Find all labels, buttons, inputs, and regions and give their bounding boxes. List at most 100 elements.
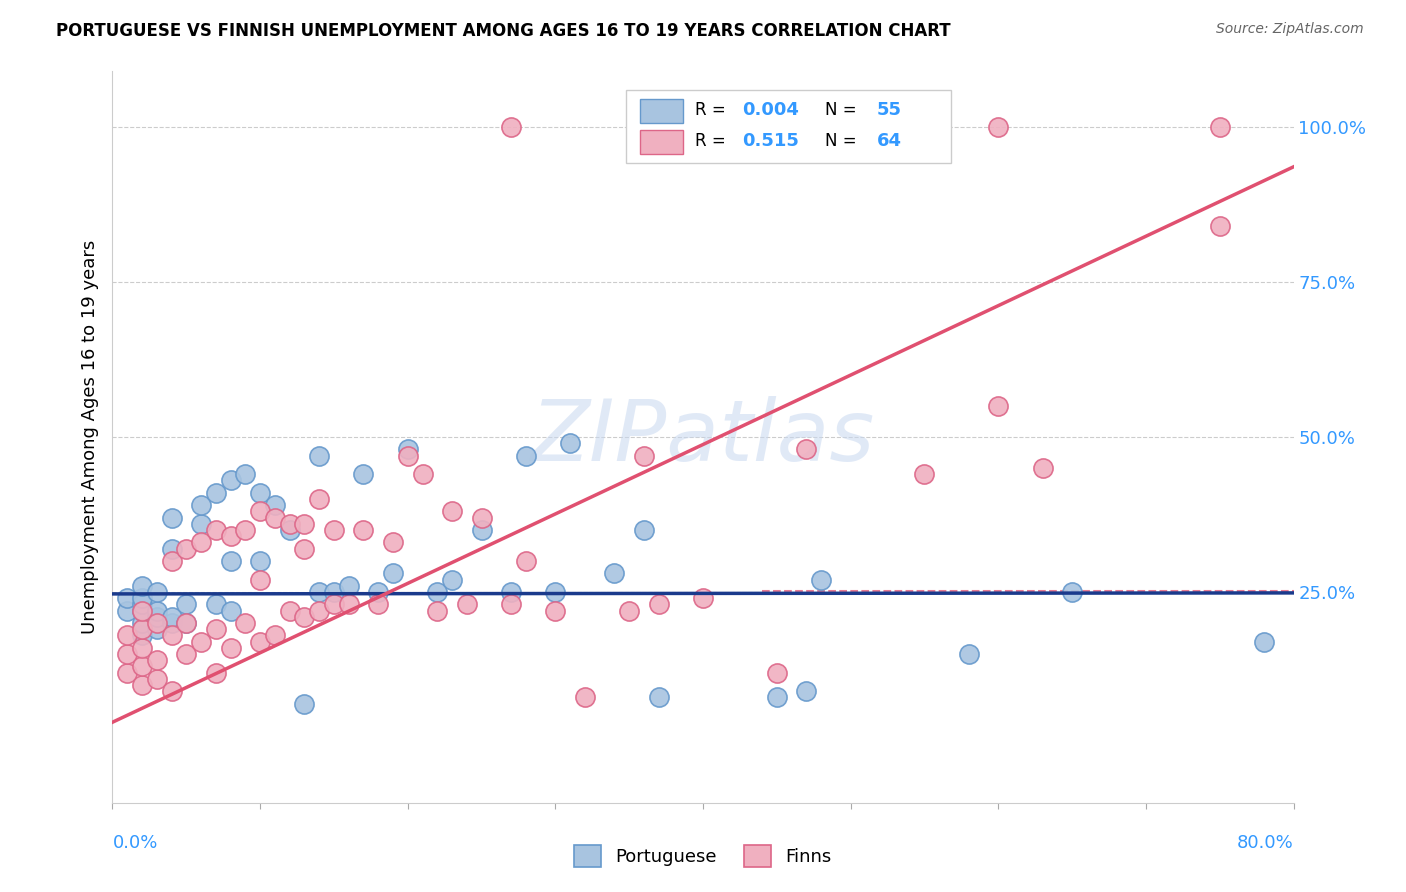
Point (352, 523, 374, 537)
Point (131, 678, 153, 692)
Point (146, 622, 169, 636)
Point (233, 615, 256, 630)
Point (131, 659, 153, 673)
Point (308, 585, 330, 599)
Point (264, 498, 287, 512)
Point (205, 486, 228, 500)
Point (205, 598, 228, 612)
Point (501, 585, 523, 599)
Point (441, 504, 464, 518)
Point (131, 604, 153, 618)
Point (146, 604, 169, 618)
Point (174, 598, 197, 612)
Point (957, 647, 980, 661)
Point (190, 634, 212, 648)
Point (219, 529, 242, 543)
Point (160, 510, 183, 524)
Point (308, 604, 330, 618)
Point (647, 120, 671, 135)
Point (131, 640, 153, 655)
Point (574, 690, 596, 705)
FancyBboxPatch shape (640, 99, 683, 123)
Text: 64: 64 (876, 132, 901, 150)
Point (174, 615, 197, 630)
Point (456, 598, 478, 612)
Text: R =: R = (695, 132, 735, 150)
Point (619, 604, 641, 618)
Point (117, 647, 138, 661)
Point (117, 628, 138, 642)
Point (501, 598, 523, 612)
Point (411, 467, 433, 482)
Point (131, 598, 153, 612)
Point (337, 598, 360, 612)
Point (292, 516, 315, 531)
Point (1032, 461, 1054, 475)
Point (426, 585, 449, 599)
Text: 0.0%: 0.0% (112, 834, 157, 852)
Point (323, 523, 346, 537)
Point (515, 449, 537, 463)
Point (292, 610, 315, 624)
Point (174, 615, 197, 630)
Point (396, 449, 419, 463)
Point (810, 573, 832, 587)
Point (160, 684, 183, 698)
Point (205, 523, 228, 537)
Text: ZIPatlas: ZIPatlas (531, 395, 875, 479)
Point (603, 566, 626, 581)
Point (1062, 585, 1084, 599)
Point (308, 449, 330, 463)
Point (190, 516, 212, 531)
Point (278, 604, 301, 618)
Point (174, 647, 197, 661)
Point (367, 598, 389, 612)
Point (160, 554, 183, 568)
Point (1208, 120, 1232, 135)
Point (1208, 219, 1232, 234)
Point (352, 467, 374, 482)
Point (367, 585, 389, 599)
Point (146, 610, 169, 624)
Point (441, 573, 464, 587)
Point (117, 591, 138, 606)
Point (647, 690, 671, 705)
Text: N =: N = (825, 132, 862, 150)
Point (544, 604, 567, 618)
Point (249, 504, 271, 518)
Text: 80.0%: 80.0% (1237, 834, 1294, 852)
Text: 0.515: 0.515 (742, 132, 799, 150)
FancyBboxPatch shape (626, 90, 950, 162)
Point (914, 467, 936, 482)
Point (131, 604, 153, 618)
Point (264, 510, 287, 524)
Point (470, 510, 494, 524)
Point (987, 399, 1010, 413)
Point (278, 523, 301, 537)
Point (796, 442, 818, 457)
Y-axis label: Unemployment Among Ages 16 to 19 years: Unemployment Among Ages 16 to 19 years (80, 240, 98, 634)
Point (249, 486, 271, 500)
Point (205, 665, 228, 680)
Point (131, 628, 153, 642)
Point (219, 554, 242, 568)
Point (1253, 634, 1275, 648)
Text: 55: 55 (876, 101, 901, 120)
Point (633, 449, 655, 463)
FancyBboxPatch shape (640, 130, 683, 154)
Point (233, 523, 256, 537)
Point (382, 566, 405, 581)
Point (278, 516, 301, 531)
Point (146, 585, 169, 599)
Point (426, 604, 449, 618)
Point (766, 665, 789, 680)
Point (292, 541, 315, 556)
Point (337, 579, 360, 593)
Point (249, 634, 271, 648)
Point (470, 523, 494, 537)
Point (515, 554, 537, 568)
Point (146, 615, 169, 630)
Point (160, 541, 183, 556)
Point (219, 474, 242, 488)
Text: 0.004: 0.004 (742, 101, 799, 120)
